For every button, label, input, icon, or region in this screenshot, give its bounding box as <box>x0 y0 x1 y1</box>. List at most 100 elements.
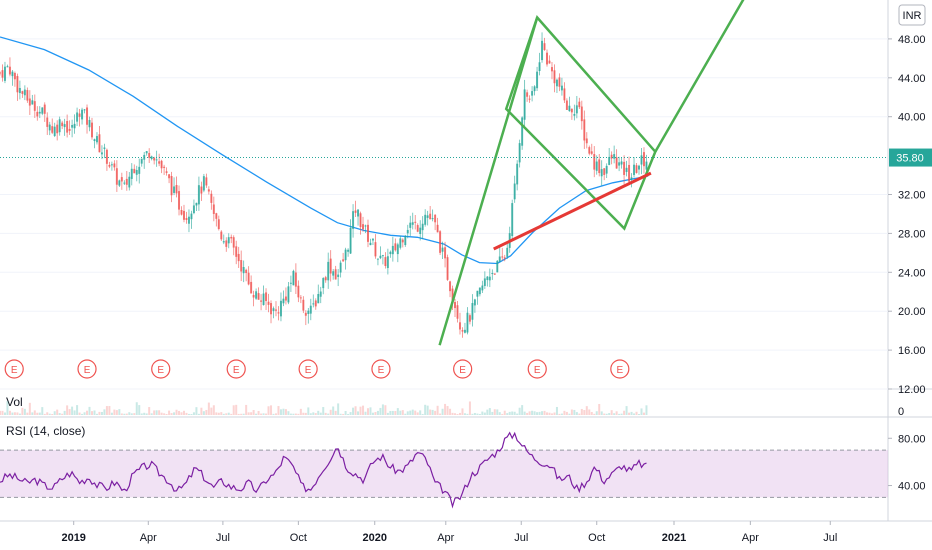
volume-bar <box>645 405 648 415</box>
candle-body <box>458 322 461 330</box>
volume-bar <box>389 410 392 415</box>
candle-body <box>123 182 126 184</box>
candle-body <box>334 269 337 280</box>
rsi-band <box>0 449 888 498</box>
earnings-marker[interactable]: E <box>298 359 318 379</box>
volume-bar <box>185 412 188 415</box>
price-axis[interactable]: 48.00 44.00 40.00 32.00 28.00 24.00 20.00 16.00… <box>888 34 926 396</box>
volume-bar <box>252 410 255 415</box>
volume-bar <box>635 411 638 415</box>
candle-body <box>202 176 205 191</box>
price-tick-label: 48.00 <box>898 34 926 46</box>
volume-bar <box>483 412 486 415</box>
candle-body <box>262 293 265 306</box>
candle-body <box>421 223 424 231</box>
candle-body <box>608 156 611 165</box>
candle-body <box>521 117 524 146</box>
candle-body <box>580 106 583 122</box>
time-axis[interactable]: 2019 Apr Jul Oct 2020 Apr Jul Oct 2021 Apr Jul <box>61 521 837 544</box>
volume-bar <box>71 406 74 415</box>
price-tick-label: 12.00 <box>898 384 926 396</box>
volume-bar <box>130 413 133 415</box>
volume-bar <box>466 413 469 415</box>
volume-bar <box>180 412 183 415</box>
candle-body <box>386 256 389 269</box>
volume-bar <box>339 413 342 415</box>
volume-bar <box>468 401 471 415</box>
volume-bar <box>48 413 51 415</box>
candle-body <box>466 312 469 333</box>
candle-body <box>565 100 568 110</box>
volume-bar <box>386 412 389 415</box>
candle-body <box>36 111 39 117</box>
earnings-label: E <box>534 365 541 376</box>
candle-body <box>297 285 300 298</box>
earnings-marker[interactable]: E <box>371 359 391 379</box>
earnings-marker[interactable]: E <box>77 359 97 379</box>
candle-body <box>461 330 464 332</box>
candle-body <box>317 293 320 304</box>
rsi-axis[interactable]: 80.00 40.00 <box>888 433 926 493</box>
candle-body <box>573 113 576 116</box>
volume-bar <box>76 405 79 415</box>
earnings-label: E <box>378 365 385 376</box>
candle-body <box>349 227 352 254</box>
candle-body <box>444 247 447 259</box>
candle-body <box>232 237 235 248</box>
volume-bar <box>120 413 123 415</box>
volume-bar <box>255 413 258 415</box>
candle-body <box>536 71 539 89</box>
trend-drawings[interactable] <box>438 0 746 346</box>
earnings-marker[interactable]: E <box>527 359 547 379</box>
candle-body <box>555 79 558 87</box>
volume-bar <box>630 411 633 415</box>
candle-body <box>210 193 213 203</box>
volume-bar <box>312 412 315 415</box>
volume-bar <box>476 413 479 415</box>
volume-bar <box>366 408 369 415</box>
volume-bar <box>406 411 409 415</box>
earnings-marker[interactable]: E <box>226 359 246 379</box>
earnings-circle <box>371 359 391 379</box>
earnings-marker[interactable]: E <box>453 359 473 379</box>
candle-body <box>419 227 422 235</box>
volume-label[interactable]: Vol <box>6 395 23 409</box>
candle-body <box>312 303 315 305</box>
volume-bar <box>182 410 185 415</box>
candle-body <box>396 244 399 255</box>
candle-body <box>277 312 280 314</box>
volume-bar <box>26 412 29 415</box>
volume-bar <box>289 413 292 415</box>
last-price-value: 35.80 <box>896 153 924 165</box>
candle-body <box>456 305 459 319</box>
volume-bar <box>242 413 245 415</box>
candle-body <box>550 67 553 72</box>
volume-bar <box>304 412 307 415</box>
volume-bar <box>225 413 228 415</box>
volume-bars <box>0 401 648 415</box>
price-tick-label: 24.00 <box>898 267 926 279</box>
candle-body <box>498 256 501 262</box>
candle-body <box>182 210 185 220</box>
volume-bar <box>349 412 352 415</box>
volume-bar <box>498 412 501 415</box>
earnings-marker[interactable]: E <box>151 359 171 379</box>
rsi-label[interactable]: RSI (14, close) <box>6 424 85 438</box>
earnings-marker[interactable]: E <box>4 359 24 379</box>
time-tick-label: Apr <box>742 532 759 544</box>
candle-body <box>257 293 260 300</box>
earnings-marker[interactable]: E <box>610 359 630 379</box>
volume-bar <box>548 412 551 415</box>
candle-body <box>337 274 340 277</box>
volume-bar <box>160 412 163 415</box>
volume-bar <box>277 406 280 415</box>
volume-bar <box>81 413 84 415</box>
candle-body <box>215 213 218 219</box>
volume-bar <box>115 410 118 415</box>
volume-bar <box>610 410 613 415</box>
volume-bar <box>170 413 173 415</box>
currency-badge[interactable]: INR <box>898 4 926 26</box>
volume-bar <box>439 413 442 415</box>
